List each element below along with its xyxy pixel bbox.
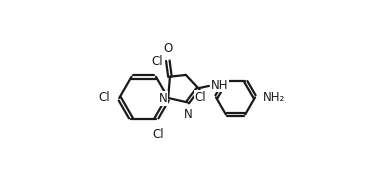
Text: N: N <box>158 92 167 105</box>
Text: NH₂: NH₂ <box>263 91 285 104</box>
Text: O: O <box>163 42 173 55</box>
Text: N: N <box>183 108 192 121</box>
Text: Cl: Cl <box>195 91 206 104</box>
Text: Cl: Cl <box>98 91 109 104</box>
Text: NH: NH <box>211 78 228 92</box>
Text: Cl: Cl <box>152 128 163 141</box>
Text: Cl: Cl <box>152 55 163 68</box>
